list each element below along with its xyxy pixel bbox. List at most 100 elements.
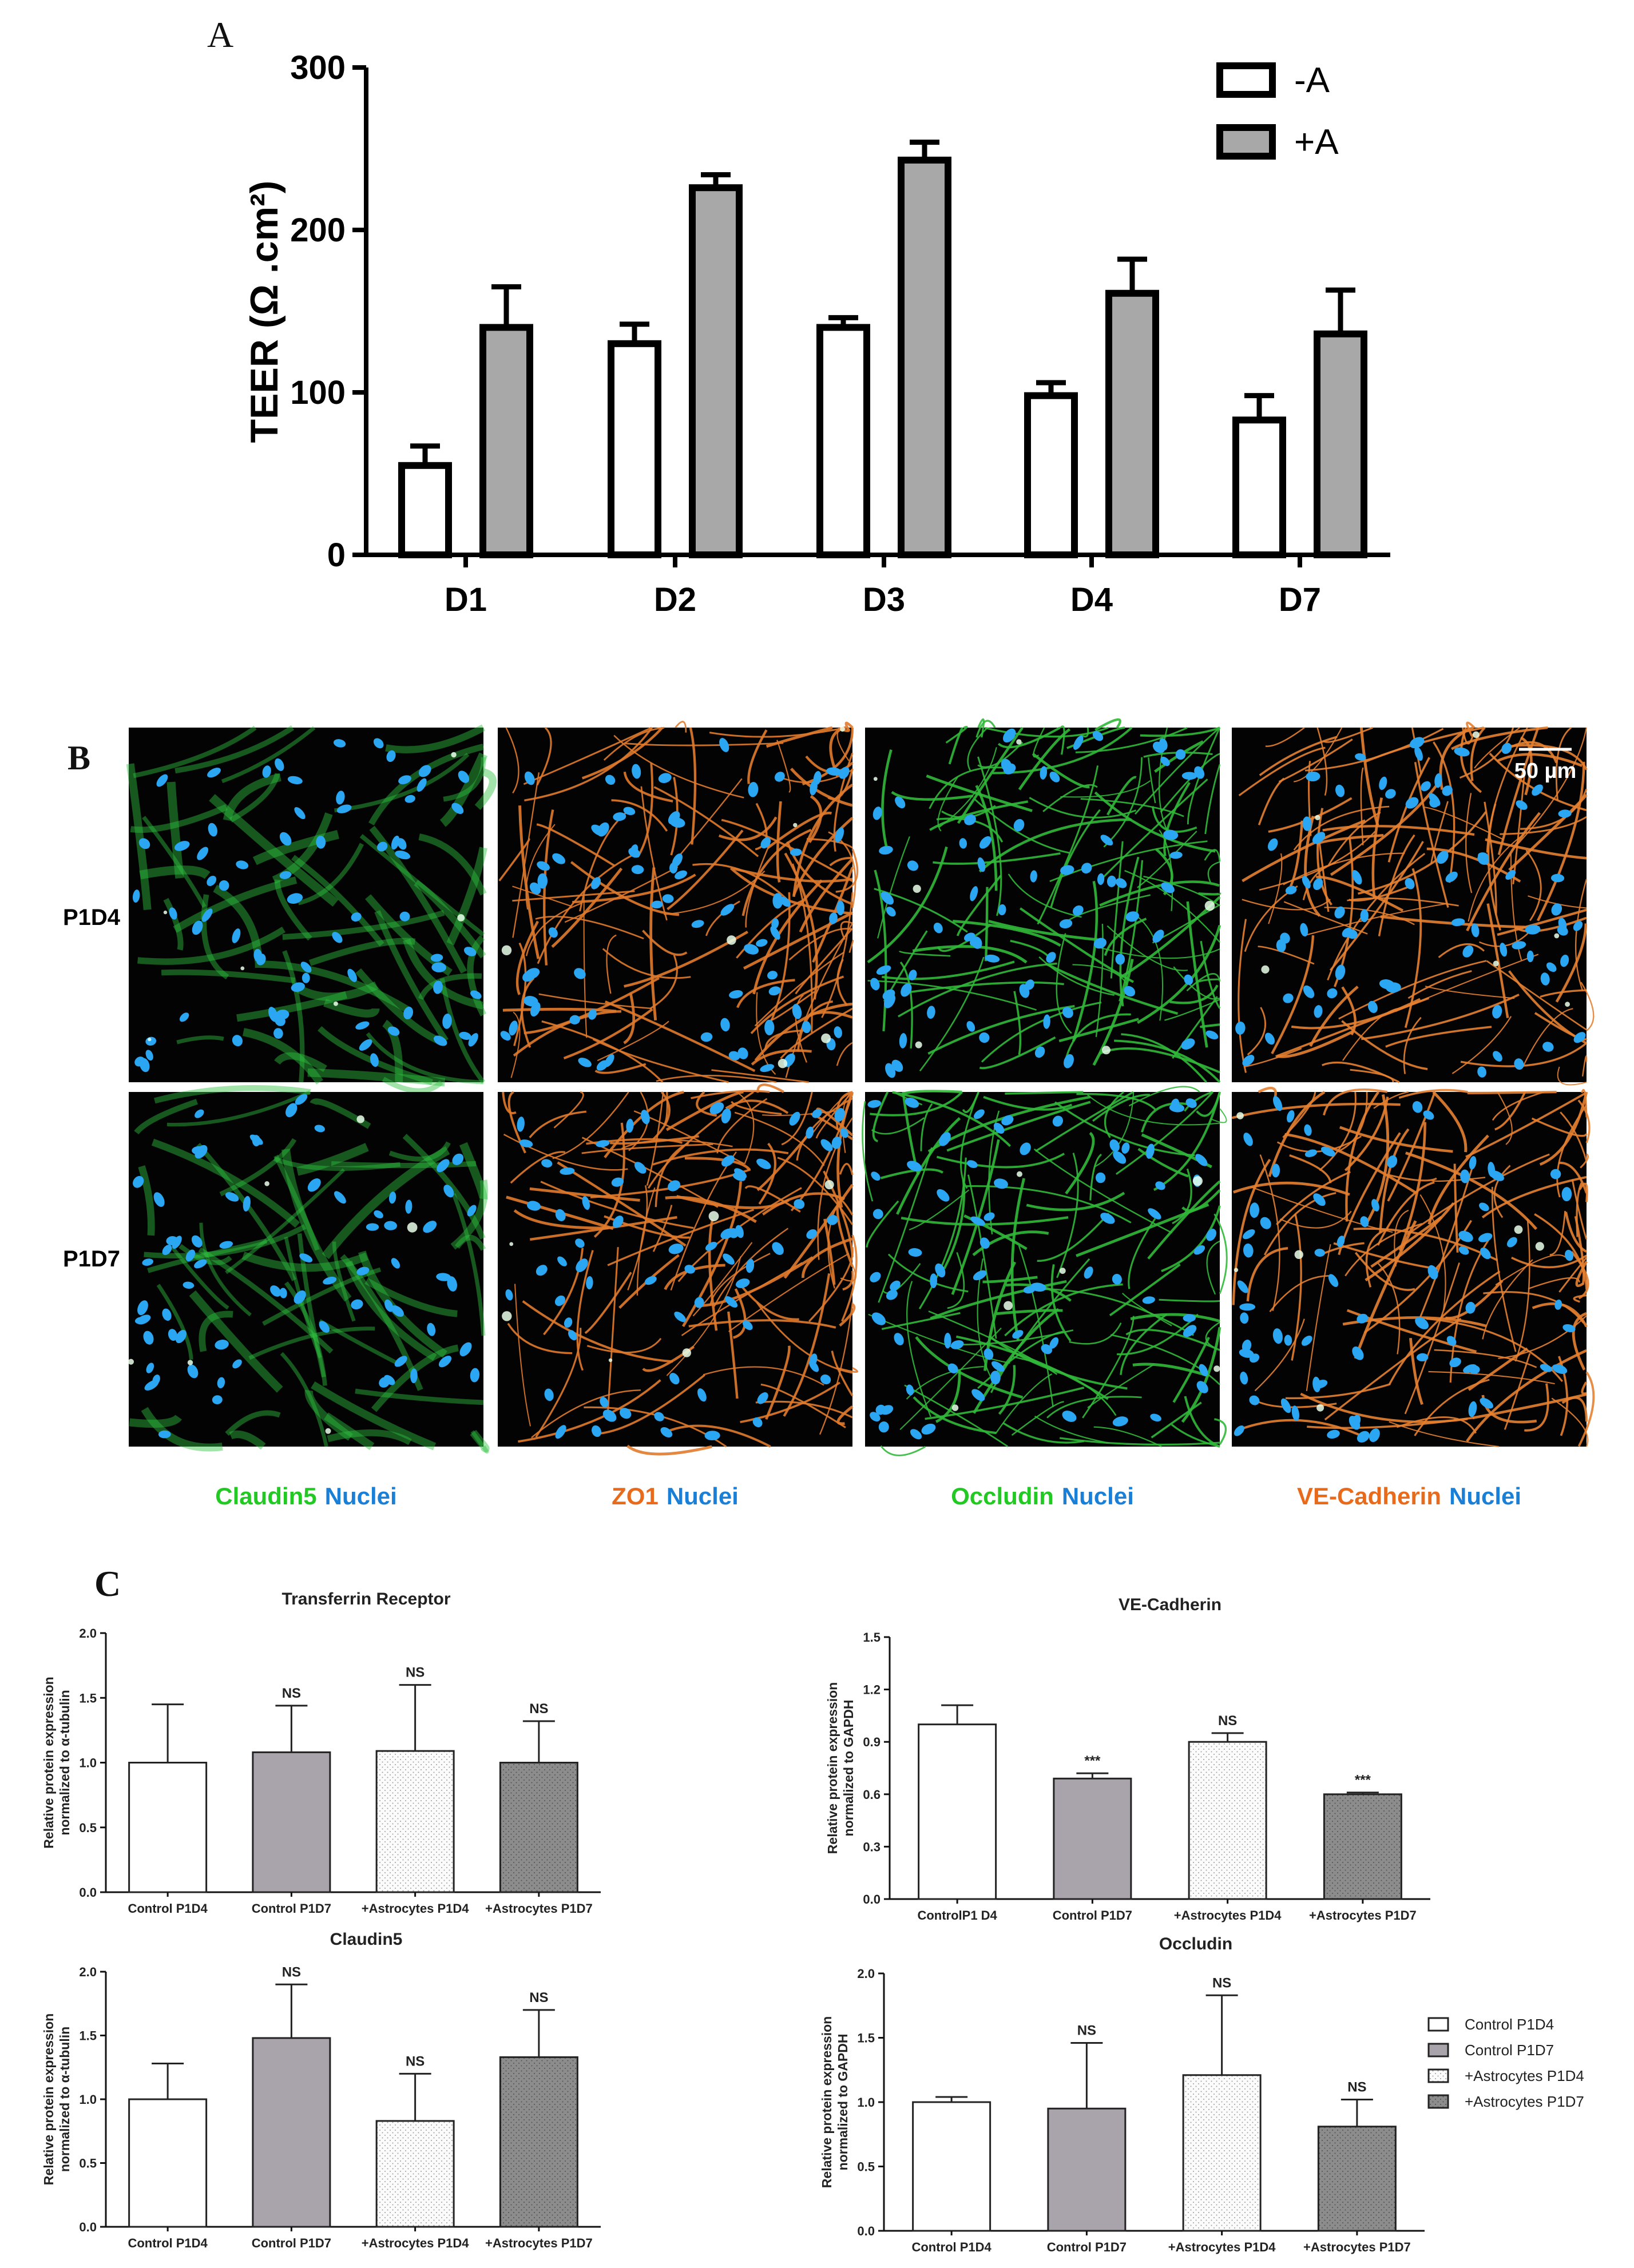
nucleus — [591, 824, 605, 836]
membrane-stain — [652, 1205, 673, 1252]
membrane-stain — [1050, 809, 1101, 908]
membrane-stain — [1246, 1247, 1288, 1302]
nucleus — [757, 1392, 768, 1404]
bar-a-d4 — [1105, 289, 1159, 558]
nucleus — [418, 765, 431, 777]
nucleus — [1573, 1032, 1586, 1043]
y-axis-label-2: normalized to GAPDH — [841, 1700, 856, 1837]
membrane-stain — [355, 1388, 484, 1405]
membrane-stain — [1528, 1277, 1580, 1290]
nucleus — [820, 1374, 831, 1385]
nucleus — [526, 1201, 541, 1211]
membrane-stain — [709, 1253, 771, 1306]
membrane-stain — [1306, 1244, 1331, 1392]
bright-spot — [240, 966, 245, 971]
membrane-stain — [307, 1068, 446, 1087]
nucleus — [770, 926, 780, 940]
nucleus — [1434, 773, 1442, 788]
membrane-stain — [1092, 959, 1134, 1066]
nucleus — [287, 776, 303, 785]
nucleus — [1060, 865, 1074, 875]
nucleus — [1034, 1046, 1045, 1058]
membrane-stain — [725, 1099, 789, 1114]
membrane-stain — [1353, 1228, 1498, 1261]
nucleus — [840, 1128, 848, 1138]
membrane-stain — [1419, 1194, 1446, 1310]
membrane-stain — [1577, 1099, 1591, 1143]
membrane-stain — [1018, 728, 1071, 791]
nucleus — [959, 838, 967, 849]
bright-spot — [1016, 739, 1022, 745]
membrane-stain — [459, 1142, 488, 1200]
nucleus — [1205, 1030, 1219, 1039]
membrane-stain — [870, 1091, 963, 1117]
legend-label-astrocytes-p1d7: +Astrocytes P1D7 — [1465, 2093, 1584, 2110]
membrane-stain — [1316, 727, 1328, 796]
membrane-stain — [1323, 1088, 1388, 1116]
membrane-stain — [718, 816, 778, 841]
membrane-stain — [675, 721, 687, 733]
membrane-stain — [1013, 1356, 1117, 1416]
nucleus — [1121, 1142, 1130, 1154]
membrane-stain — [151, 1138, 300, 1228]
transferrin-receptor-chart: Transferrin Receptor 0.0 0.5 1.0 1.5 2.0 Relat… — [41, 1590, 601, 1916]
membrane-stain — [1181, 1326, 1221, 1423]
nucleus — [1542, 1042, 1554, 1052]
nucleus — [596, 1140, 610, 1147]
membrane-stain — [552, 1091, 629, 1159]
nucleus — [1043, 1014, 1050, 1029]
nucleus — [215, 1340, 229, 1350]
nucleus — [792, 1003, 802, 1019]
nucleus — [905, 1097, 919, 1108]
significance-label: NS — [1347, 2080, 1366, 2095]
membrane-stain — [1460, 727, 1482, 793]
nucleus — [886, 1289, 898, 1300]
membrane-stain — [512, 885, 572, 907]
membrane-stain — [581, 726, 664, 780]
membrane-stain — [1409, 1337, 1423, 1405]
nucleus — [728, 1051, 740, 1060]
membrane-stain — [1359, 727, 1379, 826]
bright-spot — [608, 1358, 613, 1363]
nucleus — [236, 860, 249, 869]
membrane-stain — [126, 763, 152, 910]
membrane-stain — [905, 981, 1064, 994]
membrane-stain — [877, 836, 910, 939]
membrane-stain — [1459, 727, 1514, 779]
nucleus — [1493, 1051, 1502, 1062]
nucleus — [1516, 800, 1528, 810]
membrane-stain — [1394, 1210, 1409, 1267]
nucleus — [672, 853, 683, 868]
membrane-stain — [1387, 1091, 1436, 1202]
legend-swatch-control-p1d4 — [1427, 2017, 1449, 2032]
nucleus — [651, 900, 663, 909]
nucleus — [592, 1425, 601, 1437]
nucleus — [557, 1256, 567, 1266]
membrane-stain — [553, 1091, 584, 1129]
nucleus — [1003, 728, 1016, 743]
membrane-stain — [597, 1020, 669, 1062]
nucleus — [760, 1064, 775, 1073]
nucleus — [1469, 1156, 1477, 1170]
membrane-stain — [795, 927, 854, 995]
bar-astrocytes-p1d7 — [499, 1762, 578, 1893]
membrane-stain — [1018, 1245, 1054, 1408]
membrane-stain — [1425, 986, 1515, 999]
membrane-stain — [366, 1032, 484, 1085]
membrane-stain — [672, 778, 743, 864]
x-tick-label-control-p1d4: Control P1D4 — [128, 1901, 208, 1916]
micrograph-zo1-p1d7 — [498, 1083, 859, 1456]
membrane-stain — [161, 969, 296, 984]
membrane-stain — [147, 1238, 268, 1273]
membrane-stain — [937, 776, 958, 832]
nucleus — [700, 1032, 713, 1042]
membrane-stain — [1465, 793, 1473, 893]
membrane-stain — [613, 734, 744, 799]
membrane-stain — [505, 727, 519, 794]
bright-spot — [821, 1033, 831, 1043]
nucleus — [1095, 1172, 1106, 1183]
membrane-stain — [1551, 1397, 1589, 1447]
membrane-stain — [1484, 801, 1497, 915]
bright-spot — [1059, 1268, 1066, 1274]
